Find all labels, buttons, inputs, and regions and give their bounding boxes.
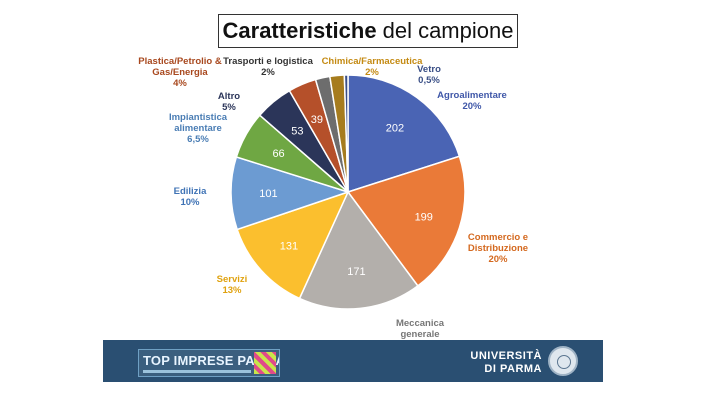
slice-category-label: Commercio e Distribuzione 20% bbox=[468, 232, 528, 265]
logo-strip bbox=[143, 370, 251, 373]
university-name: UNIVERSITÀ DI PARMA bbox=[452, 350, 542, 376]
pie-chart: 202 199 171 131 101 66 53 39 Agroalimentare 20% C… bbox=[138, 56, 528, 340]
slice-category-label: Agroalimentare 20% bbox=[437, 90, 507, 112]
slice-category-label: Meccanicagenerale17% bbox=[396, 318, 445, 340]
year-graphic bbox=[254, 352, 276, 374]
slice-value-label: 101 bbox=[259, 188, 277, 200]
slice-category-label: Vetro 0,5% bbox=[417, 64, 441, 86]
slice-category-label: Altro 5% bbox=[218, 91, 240, 113]
slice-category-label: Impiantistica alimentare 6,5% bbox=[169, 112, 228, 145]
slice-value-label: 39 bbox=[311, 114, 323, 126]
logo-text: TOP IMPRESE PARMA bbox=[143, 353, 280, 368]
university-line-1: UNIVERSITÀ bbox=[470, 350, 542, 362]
slice-category-label: Chimica/Farmaceutica 2% bbox=[322, 56, 424, 78]
pie-slice bbox=[230, 156, 351, 231]
slice-value-label: 53 bbox=[291, 126, 303, 138]
slice-value-label: 131 bbox=[280, 240, 298, 252]
slice-category-label: Plastica/Petrolio & Gas/Energia 4% bbox=[138, 56, 222, 89]
title-rest: del campione bbox=[382, 18, 514, 43]
university-seal-icon bbox=[548, 346, 578, 376]
university-line-2: DI PARMA bbox=[484, 363, 542, 375]
slice-value-label: 199 bbox=[415, 211, 433, 223]
pie-slice bbox=[347, 74, 461, 194]
pie-slice bbox=[298, 190, 419, 310]
title-bold: Caratteristiche bbox=[222, 18, 377, 43]
slice-value-label: 202 bbox=[386, 123, 404, 135]
slice-value-label: 171 bbox=[347, 266, 365, 278]
pie-slice bbox=[346, 155, 466, 287]
top-imprese-logo: TOP IMPRESE PARMA bbox=[138, 349, 280, 377]
chart-title: Caratteristiche del campione bbox=[218, 14, 518, 48]
slice-category-label: Servizi 13% bbox=[217, 274, 248, 296]
pie-slice bbox=[343, 74, 349, 193]
slice-category-label: Trasporti e logistica 2% bbox=[223, 56, 313, 78]
slice-value-label: 66 bbox=[272, 148, 284, 160]
slice-category-label: Edilizia 10% bbox=[174, 186, 207, 208]
pie-slice bbox=[236, 190, 350, 300]
